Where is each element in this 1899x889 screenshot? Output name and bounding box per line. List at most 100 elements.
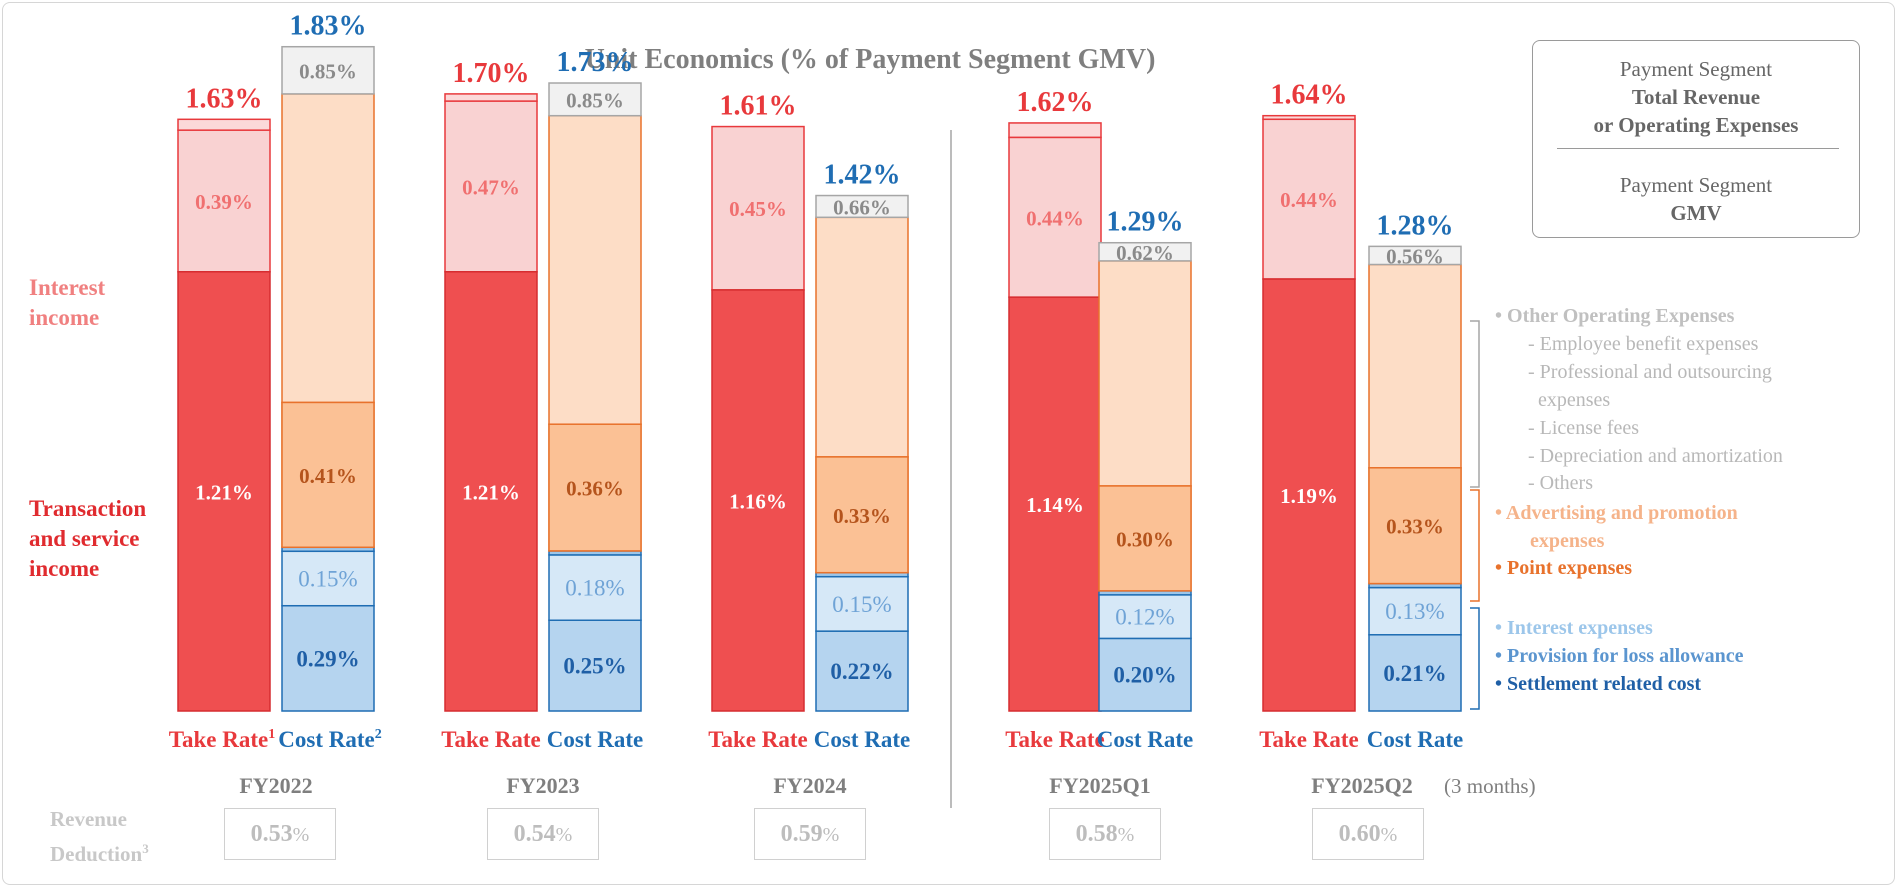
revenue-deduction-label-text: Deduction [50, 842, 143, 866]
formula-divider [1557, 148, 1839, 149]
legend-other-opex: • Other Operating Expenses [1495, 305, 1735, 327]
other-opex-bracket [1470, 320, 1480, 488]
other-opex-segment [1098, 241, 1192, 262]
revenue-deduction-value: 0.53 [250, 821, 293, 847]
take-rate-axis-label: Take Rate1 [169, 727, 275, 752]
interest-income-label-line: income [29, 305, 100, 330]
transaction-value-label: 1.21% [195, 480, 253, 504]
advertising-segment [815, 216, 909, 458]
formula-denominator-line2: GMV [1670, 201, 1722, 225]
revenue-deduction-value: 0.60 [1338, 821, 1381, 847]
other-opex-segment [281, 45, 375, 95]
cost-rate-footnote-mark: 2 [375, 727, 382, 742]
revenue-deduction-box: 0.60% [1312, 808, 1424, 860]
period-label: FY2025Q1 [1049, 773, 1150, 798]
point-expense-segment-top [1098, 485, 1192, 592]
point-expense-segment-top [815, 456, 909, 574]
other-opex-value-label: 0.62% [1116, 241, 1174, 265]
revenue-deduction-unit: % [555, 824, 573, 846]
settlement-cost-segment [815, 630, 909, 712]
cost-items-bracket [1470, 607, 1480, 710]
period-label: FY2025Q2 [1311, 773, 1412, 798]
legend-other-item: - Professional and outsourcing [1528, 361, 1772, 383]
interest-income-label-line: Interest [29, 275, 106, 300]
cost-rate-axis-label: Cost Rate2 [278, 727, 381, 752]
revenue-deduction-footnote-mark: 3 [142, 841, 149, 856]
transaction-income-label-line: Transaction [29, 496, 147, 521]
legend-advertising-text: Advertising and promotion [1505, 502, 1738, 524]
transaction-value-label: 1.14% [1026, 493, 1084, 517]
period-suffix: (3 months) [1444, 774, 1536, 798]
revenue-deduction-unit: % [1117, 824, 1135, 846]
cost-rate-total-label: 1.29% [1107, 207, 1184, 238]
transaction-value-label: 1.21% [462, 480, 520, 504]
interest-income-value-label: 0.44% [1026, 206, 1084, 230]
revenue-deduction-unit: % [292, 824, 310, 846]
legend-interest-exp-text: Interest expenses [1507, 617, 1653, 639]
legend-advertising: • Advertising and promotion [1495, 502, 1738, 524]
legend-other-item: - License fees [1528, 417, 1640, 439]
revenue-deduction-unit: % [822, 824, 840, 846]
take-rate-axis-label: Take Rate [441, 727, 540, 752]
interest-income-value-label: 0.39% [195, 190, 253, 214]
other-opex-segment [548, 82, 642, 117]
period-label: FY2024 [773, 773, 846, 798]
revenue-deduction-value: 0.58 [1075, 821, 1118, 847]
point-expense-segment-top [1368, 467, 1462, 585]
transaction-value-label: 1.19% [1280, 484, 1338, 508]
transaction-income-label-line: income [29, 556, 100, 581]
settlement-value-label: 0.21% [1383, 661, 1446, 686]
point-value-label: 0.33% [833, 504, 891, 528]
period-label: FY2022 [239, 773, 312, 798]
revenue-deduction-box: 0.53% [224, 808, 336, 860]
take-rate-total-label: 1.63% [186, 83, 263, 114]
interest-expense-value-label: 0.15% [832, 592, 891, 617]
settlement-cost-segment [548, 619, 642, 712]
take-rate-transaction-segment [1262, 278, 1356, 712]
transaction-income-label: Transaction and service income [29, 494, 146, 584]
revenue-deduction-box: 0.58% [1049, 808, 1161, 860]
interest-expense-value-label: 0.15% [298, 567, 357, 592]
take-rate-interest-segment [177, 129, 271, 273]
formula-denominator-line1: Payment Segment [1619, 173, 1773, 197]
take-rate-interest-segment [711, 125, 805, 291]
take-rate-total-label: 1.70% [453, 58, 530, 89]
point-expense-segment-top [281, 401, 375, 549]
revenue-deduction-value: 0.54 [513, 821, 556, 847]
legend-point: • Point expenses [1495, 557, 1633, 579]
legend-provision-text: Provision for loss allowance [1507, 645, 1744, 667]
legend-other-opex-text: Other Operating Expenses [1507, 305, 1735, 327]
interest-expense-segment [548, 554, 642, 621]
interest-expense-segment [1098, 594, 1192, 640]
legend-other-item: - Others [1528, 472, 1593, 494]
cost-rate-total-label: 1.28% [1377, 210, 1454, 241]
take-rate-transaction-segment [444, 271, 538, 712]
advertising-point-bracket [1470, 489, 1480, 602]
settlement-cost-segment [1368, 634, 1462, 712]
other-opex-segment [1368, 245, 1462, 266]
revenue-deduction-label-line: Revenue [50, 807, 127, 831]
take-rate-axis-label: Take Rate [708, 727, 807, 752]
interest-income-value-label: 0.45% [729, 197, 787, 221]
cost-rate-axis-label: Cost Rate [1097, 727, 1193, 752]
cost-rate-total-label: 1.83% [290, 11, 367, 42]
legend-other-item: expenses [1528, 389, 1611, 411]
take-rate-other-segment [1008, 122, 1102, 139]
transaction-income-label-line: and service [29, 526, 140, 551]
take-rate-interest-segment [444, 100, 538, 273]
legend-settlement-text: Settlement related cost [1507, 673, 1702, 695]
take-rate-interest-segment [1262, 118, 1356, 280]
interest-income-label: Interest income [29, 273, 105, 333]
interest-expense-value-label: 0.12% [1115, 605, 1174, 630]
revenue-deduction-label-line2: Deduction3 [50, 834, 149, 869]
take-rate-other-segment [177, 118, 271, 131]
settlement-value-label: 0.22% [830, 659, 893, 684]
take-rate-axis-label: Take Rate [1259, 727, 1358, 752]
take-rate-total-label: 1.61% [720, 91, 797, 122]
interest-income-value-label: 0.44% [1280, 188, 1338, 212]
revenue-deduction-unit: % [1380, 824, 1398, 846]
formula-legend-box: Payment Segment Total Revenue or Operati… [1532, 40, 1860, 238]
